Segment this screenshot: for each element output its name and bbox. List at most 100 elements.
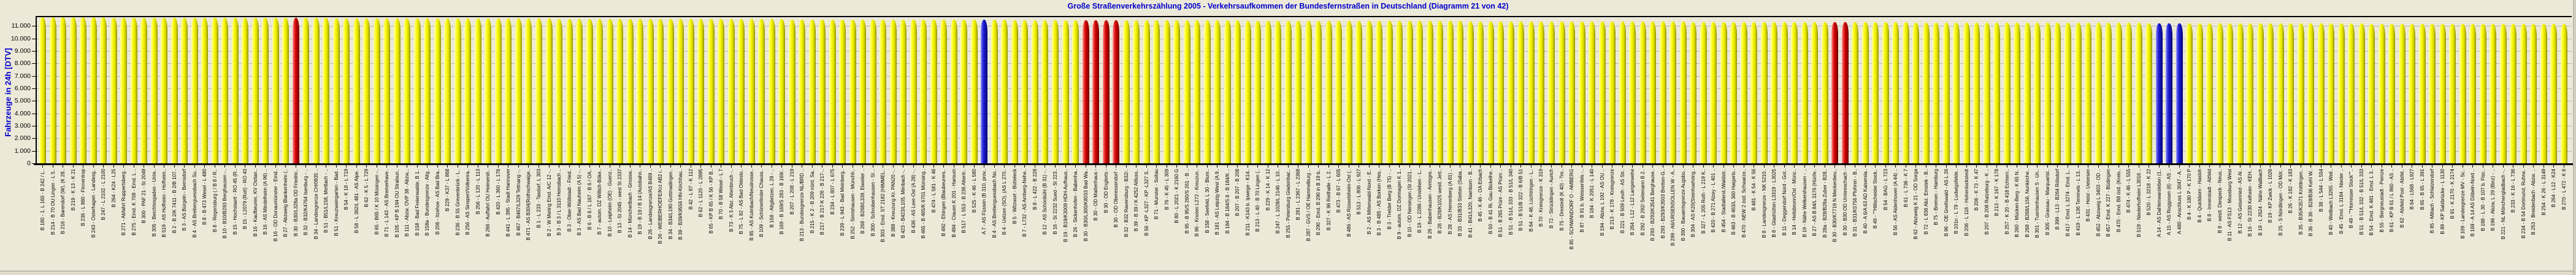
x-axis-tick: [1976, 165, 1977, 168]
x-axis-label: B 31 - B31/K5756 Pfohren - B..: [1852, 169, 1858, 237]
x-axis-label: B 10 - Leipheim (OE) - Guenz..: [607, 169, 613, 237]
x-axis-tick: [2128, 165, 2129, 168]
x-axis-label: B 40 - Weilbach L3265 - Weil..: [2328, 169, 2334, 235]
x-axis-label: B 7 - L732 - AS Arnberg-Nehe..: [1022, 169, 1028, 237]
bar: [829, 19, 836, 163]
bar: [2540, 24, 2547, 163]
x-axis-tick: [660, 165, 661, 168]
x-axis-tick: [2523, 165, 2524, 168]
x-axis-tick: [923, 165, 924, 168]
bar: [2287, 23, 2294, 163]
x-axis-label: B 51 - B 51/B 322 - B 6/B 51: [1518, 169, 1524, 231]
x-axis-tick: [1571, 165, 1572, 168]
bar: [312, 18, 320, 163]
x-axis-tick: [1389, 165, 1390, 168]
x-axis-label: B 8 - Regensburg ( / B 8 / R..: [212, 169, 218, 233]
x-axis-label: B 169 - B 169/S 283 - B 169/..: [779, 169, 785, 234]
x-axis-label: B 55 - Bergneustadt - Pernze: [2379, 169, 2385, 233]
bar: [373, 18, 380, 163]
bar: [2064, 23, 2071, 163]
x-axis-label: B 221 - NL Mönchengladbach -..: [2500, 169, 2506, 239]
x-axis-label: B 304 - AS K20(Steinhoehring..: [1690, 169, 1696, 238]
x-axis-label: B 287 - GVS / OE Hammelburg ..: [1305, 169, 1311, 241]
bar: [707, 19, 715, 163]
bar: [920, 20, 927, 163]
bar: [778, 19, 786, 163]
bar: [1609, 21, 1616, 163]
x-axis-label: B 5 - Witzwort - Bütteleck: [1011, 169, 1018, 224]
x-axis-label: B 420 - L 360 - L 176: [495, 169, 501, 215]
bar: [1376, 21, 1383, 163]
x-axis-tick: [1024, 165, 1025, 168]
x-axis-label: B 45 - K 46 - OA Erbach: [1478, 169, 1484, 222]
x-axis-label: B 36 - B 36 - B28/B36 Kehl W..: [2308, 169, 2314, 236]
bar: [1690, 21, 1697, 163]
bar: [1568, 21, 1575, 163]
bar: [1771, 21, 1778, 163]
x-axis-tick: [741, 165, 742, 168]
bar: [1011, 20, 1018, 163]
x-axis-label: B 221 - B 509 Leuth - AS Str..: [1619, 169, 1625, 233]
bar: [616, 18, 624, 163]
bar: [1457, 21, 1464, 163]
x-axis-tick: [1834, 165, 1836, 168]
bar: [1933, 22, 1940, 163]
bar: [1740, 21, 1747, 163]
x-axis-label: B 196 - Abzw, L 29 (Binz) - ..: [2490, 169, 2496, 231]
x-axis-tick: [2361, 165, 2362, 168]
y-gridline: [36, 63, 2572, 64]
bar: [596, 18, 604, 163]
bar: [2023, 22, 2031, 163]
bar: [2105, 23, 2112, 163]
bar: [586, 18, 593, 163]
bar: [1183, 20, 1190, 163]
bar: [535, 18, 542, 163]
x-axis-label: A 7 - AS Füssen (B 310, prov..: [981, 169, 987, 235]
x-axis-tick: [1237, 165, 1238, 168]
x-axis-label: B 39 - B39/K9556 HN-Kirchhau..: [678, 169, 684, 240]
y-axis-tick-label: 5.000: [14, 97, 31, 105]
x-axis-label: B 3 - B 485 - AS Borken (Hes..: [1376, 169, 1382, 236]
x-axis-tick: [619, 165, 621, 168]
x-axis-label: B 96 - OE Greifswald - AS L 26: [1943, 169, 1949, 236]
x-axis-tick: [1176, 165, 1178, 168]
x-axis-tick: [862, 165, 864, 168]
x-axis-label: B 292 - B 292/ Seitenarm B 2..: [1639, 169, 1646, 236]
bar: [657, 18, 664, 163]
bar: [2125, 23, 2133, 163]
x-axis-tick: [1794, 165, 1795, 168]
x-axis-tick: [2421, 165, 2423, 168]
x-axis-tick: [1338, 165, 1340, 168]
bar: [727, 19, 735, 163]
x-axis-label: B 441 - L 395 - Stadt Hannover: [505, 169, 512, 237]
x-axis-label: B 34 - B34/L190 Gottmadingen..: [667, 169, 673, 239]
x-axis-label: B 260 - Mücken-Berg - K 65 N..: [2014, 169, 2020, 238]
x-axis-label: B 35 - B35/K3571 Knittlingen..: [2298, 169, 2304, 235]
bar: [1466, 21, 1474, 163]
x-axis-tick: [2502, 165, 2504, 168]
bar: [1122, 20, 1130, 163]
x-axis-label: B 26 - WEIBERHOEFE/Krz AB2 i..: [657, 169, 664, 244]
bar: [1133, 20, 1140, 163]
x-axis-tick: [416, 165, 418, 168]
x-axis-label: B 71 - L 143 - AS Bremerhave..: [384, 169, 390, 237]
bar: [2530, 24, 2537, 163]
bar: [687, 19, 694, 163]
x-axis-label: B 85 - SCHWANDORF O - AMBERG: [1569, 169, 1574, 250]
bar: [1477, 21, 1484, 163]
x-axis-label: B 87 - B 91 b. Weissenfels -..: [1579, 169, 1585, 233]
x-axis-tick: [2553, 165, 2555, 168]
bar: [1062, 20, 1069, 163]
bar: [1325, 20, 1332, 163]
x-axis-label: B 4 - K 180 P - K 170 P: [2187, 169, 2193, 220]
x-axis-label: B 16 - St 2232 Sued - St 223..: [1052, 169, 1058, 234]
bar: [150, 17, 158, 163]
bar: [90, 17, 97, 163]
x-axis-tick: [1419, 165, 1420, 168]
x-axis-label: B 207 - B 207 - B 208: [1235, 169, 1241, 216]
bar: [556, 18, 562, 163]
bar: [2388, 23, 2396, 163]
x-axis-label: B 19 - L 2286 / Unsleben - L..: [1417, 169, 1423, 233]
bar: [110, 17, 117, 163]
x-axis-label: B 16 - OD Donaumünster - Emd..: [272, 169, 278, 242]
